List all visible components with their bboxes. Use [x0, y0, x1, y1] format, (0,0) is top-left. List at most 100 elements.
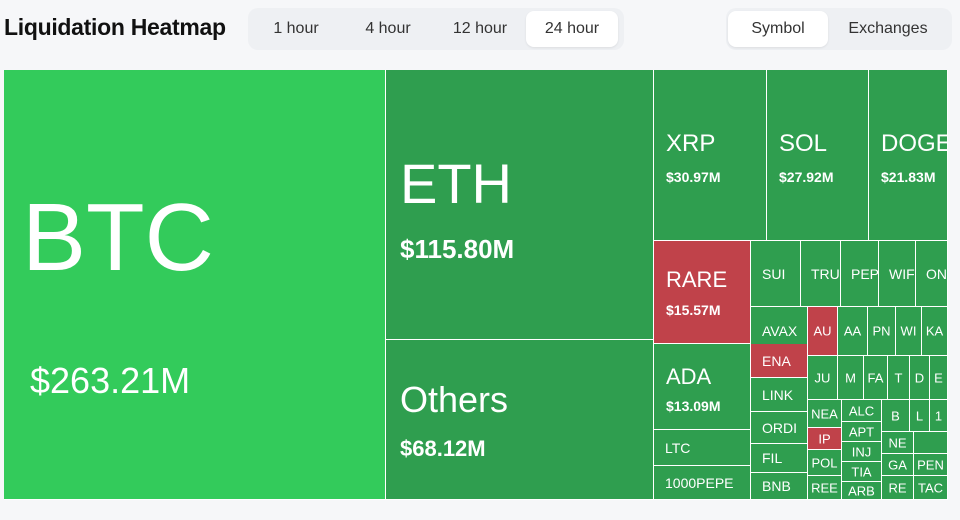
tile-xrp-symbol: XRP [666, 130, 716, 157]
tile-alc-symbol: ALC [848, 403, 875, 418]
tile-apt[interactable]: APT [842, 422, 882, 442]
tile-ree[interactable]: REE [808, 476, 842, 500]
tile-ada[interactable]: ADA $13.09M [654, 344, 751, 430]
tile-on[interactable]: ON [916, 241, 948, 307]
tile-aa-symbol: AA [843, 323, 862, 339]
tile-1[interactable]: 1 [930, 400, 948, 432]
tile-re-symbol: RE [888, 480, 907, 495]
tile-pn-symbol: PN [872, 323, 891, 339]
tile-avax-symbol: AVAX [762, 323, 798, 339]
tile-on-symbol: ON [926, 265, 947, 282]
tile-nea[interactable]: NEA [808, 400, 842, 428]
tile-ordi-symbol: ORDI [762, 419, 797, 436]
tile-e[interactable]: E [930, 356, 948, 400]
tile-b[interactable]: B [882, 400, 910, 432]
tile-eth-symbol: ETH [400, 152, 512, 215]
tile-sol-value: $27.92M [779, 169, 834, 185]
tile-ga[interactable]: GA [882, 454, 914, 476]
tile-ip[interactable]: IP [808, 428, 842, 450]
time-option-4h[interactable]: 4 hour [365, 20, 411, 37]
tile-xrp[interactable]: XRP $30.97M [654, 70, 767, 241]
tile-fa[interactable]: FA [864, 356, 888, 400]
tile-re[interactable]: RE [882, 476, 914, 500]
tile-ltc[interactable]: LTC [654, 430, 751, 466]
tile-eth-value: $115.80M [400, 234, 515, 264]
tile-t[interactable]: T [888, 356, 910, 400]
page-title: Liquidation Heatmap [4, 14, 226, 40]
tile-pen-symbol: PEN [917, 457, 944, 472]
tile-others-value: $68.12M [400, 436, 486, 461]
time-option-12h[interactable]: 12 hour [452, 20, 508, 37]
tile-fil[interactable]: FIL [751, 444, 808, 473]
tile-inj-symbol: INJ [851, 444, 872, 459]
time-option-24h[interactable]: 24 hour [526, 11, 618, 47]
tile-btc[interactable]: BTC $263.21M [4, 70, 386, 500]
tile-ada-value: $13.09M [666, 398, 721, 414]
tile-fil-symbol: FIL [762, 450, 783, 466]
tile-ka-symbol: KA [925, 323, 944, 339]
tile-eth[interactable]: ETH $115.80M [386, 70, 654, 340]
tile-ne[interactable]: NE [882, 432, 914, 454]
tile-apt-symbol: APT [848, 424, 875, 439]
tile-inj[interactable]: INJ [842, 442, 882, 462]
tile-arb[interactable]: ARB [842, 482, 882, 500]
tile-m-symbol: M [845, 370, 856, 385]
tile-ena[interactable]: ENA [751, 344, 808, 378]
tile-wif[interactable]: WIF [879, 241, 916, 307]
tile-wif-symbol: WIF [889, 265, 915, 282]
header: Liquidation Heatmap 1 hour 4 hour 12 hou… [0, 0, 960, 62]
tile-btc-symbol: BTC [22, 184, 214, 291]
tile-tru-symbol: TRU [811, 265, 840, 282]
tile-ga-symbol: GA [888, 457, 907, 472]
tile-link[interactable]: LINK [751, 378, 808, 412]
tile-ju-symbol: JU [814, 370, 831, 385]
tile-sol-symbol: SOL [779, 130, 828, 157]
tile-pen[interactable]: PEN [914, 454, 948, 476]
tile-m[interactable]: M [838, 356, 864, 400]
tile-d[interactable]: D [910, 356, 930, 400]
tile-bnb-symbol: BNB [762, 478, 791, 494]
tile-others[interactable]: Others $68.12M [386, 340, 654, 500]
tile-small-a[interactable] [914, 432, 948, 454]
tile-tia-symbol: TIA [851, 464, 872, 479]
view-option-symbol[interactable]: Symbol [728, 11, 828, 47]
tile-others-symbol: Others [400, 379, 509, 420]
tile-1000pepe[interactable]: 1000PEPE [654, 466, 751, 500]
tile-ka[interactable]: KA [922, 307, 948, 356]
tile-fa-symbol: FA [867, 370, 884, 385]
tile-d-symbol: D [914, 370, 925, 385]
tile-doge[interactable]: DOGE $21.83M [869, 70, 948, 241]
tile-btc-value: $263.21M [30, 360, 191, 401]
tile-tia[interactable]: TIA [842, 462, 882, 482]
tile-alc[interactable]: ALC [842, 400, 882, 422]
tile-link-symbol: LINK [762, 386, 794, 403]
tile-bnb[interactable]: BNB [751, 473, 808, 500]
tile-l[interactable]: L [910, 400, 930, 432]
tile-wi[interactable]: WI [896, 307, 922, 356]
tile-pol[interactable]: POL [808, 450, 842, 476]
tile-doge-value: $21.83M [881, 169, 936, 185]
tile-au-symbol: AU [813, 323, 832, 339]
tile-sui[interactable]: SUI [751, 241, 801, 307]
tile-ordi[interactable]: ORDI [751, 412, 808, 444]
tile-pn[interactable]: PN [868, 307, 896, 356]
tile-aa[interactable]: AA [838, 307, 868, 356]
tile-rare-symbol: RARE [666, 267, 728, 292]
tile-ju[interactable]: JU [808, 356, 838, 400]
view-option-exchanges[interactable]: Exchanges [848, 20, 928, 37]
tile-tac[interactable]: TAC [914, 476, 948, 500]
tile-e-symbol: E [934, 370, 943, 385]
tile-doge-symbol: DOGE [881, 130, 948, 157]
tile-rare[interactable]: RARE $15.57M [654, 241, 751, 344]
time-option-1h[interactable]: 1 hour [273, 20, 319, 37]
tile-sol[interactable]: SOL $27.92M [767, 70, 869, 241]
liquidation-treemap: BTC $263.21M ETH $115.80M Others $68.12M… [4, 70, 948, 500]
tile-tac-symbol: TAC [917, 480, 944, 495]
tile-tru[interactable]: TRU [801, 241, 841, 307]
tile-ip-symbol: IP [818, 431, 831, 446]
tile-pep[interactable]: PEP [841, 241, 879, 307]
tile-1-symbol: 1 [934, 408, 943, 423]
tile-l-symbol: L [915, 408, 924, 423]
tile-ree-symbol: REE [811, 480, 838, 495]
tile-au[interactable]: AU [808, 307, 838, 356]
